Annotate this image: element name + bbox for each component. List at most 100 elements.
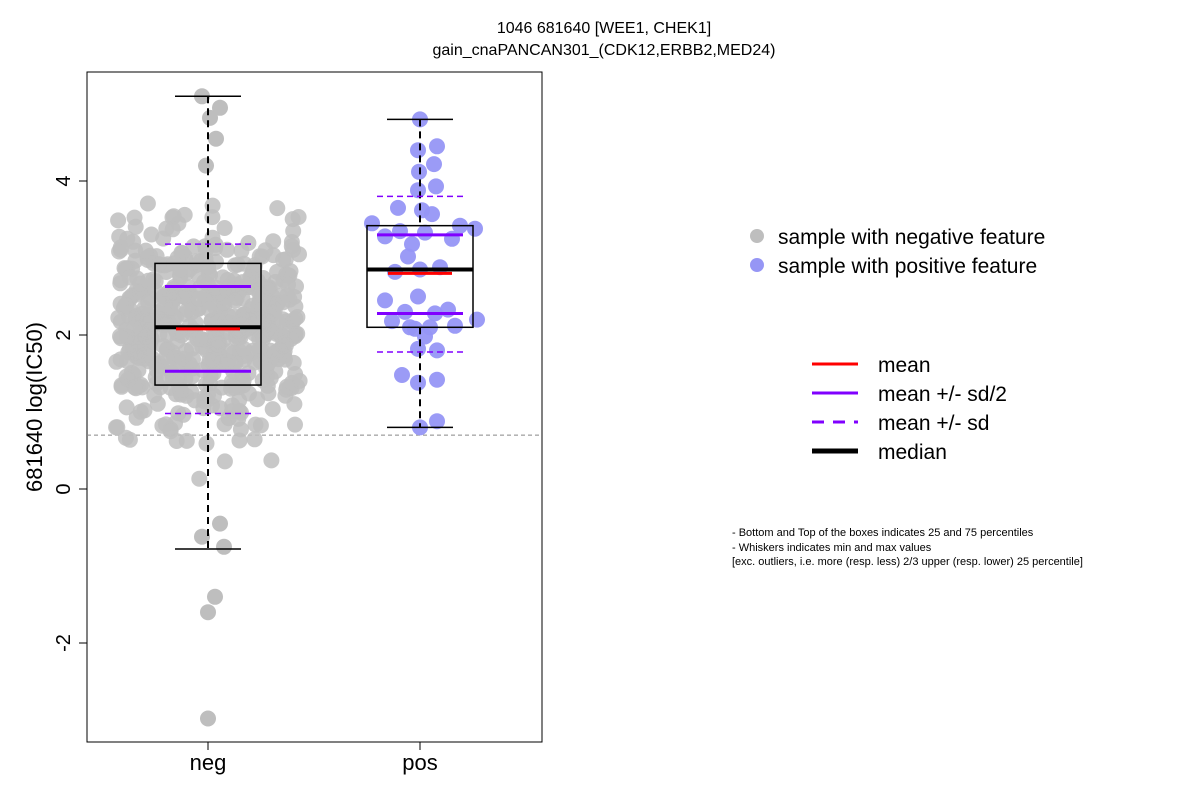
data-point-neg	[279, 378, 295, 395]
data-point-neg	[208, 253, 224, 270]
data-point-pos	[410, 142, 426, 159]
data-point-pos	[397, 303, 413, 320]
data-point-neg	[165, 208, 182, 225]
data-point-neg	[280, 267, 297, 284]
data-point-neg	[246, 431, 263, 448]
data-point-neg	[137, 242, 154, 259]
data-point-neg	[178, 432, 195, 449]
points-layer	[108, 88, 485, 727]
data-point-neg	[118, 399, 135, 416]
data-point-pos	[410, 374, 426, 391]
data-point-neg	[235, 340, 252, 357]
data-point-neg	[208, 130, 224, 147]
data-point-neg	[110, 212, 127, 229]
data-point-pos	[429, 413, 445, 430]
legend-label-median: median	[878, 441, 947, 464]
data-point-neg	[176, 288, 193, 305]
data-point-neg	[206, 387, 222, 404]
data-point-neg	[219, 271, 236, 288]
y-tick-label: 4	[53, 175, 75, 186]
data-point-neg	[109, 419, 126, 436]
data-point-neg	[270, 351, 287, 368]
data-point-neg	[192, 330, 209, 347]
data-point-pos	[377, 292, 393, 309]
data-point-neg	[227, 292, 243, 309]
data-point-neg	[179, 302, 196, 318]
data-point-neg-outlier	[200, 710, 216, 727]
data-point-neg	[173, 244, 190, 261]
data-point-neg	[252, 417, 269, 434]
data-point-neg	[285, 354, 302, 371]
data-point-neg	[194, 528, 210, 545]
data-point-neg	[204, 351, 221, 368]
data-point-neg	[216, 416, 233, 433]
data-point-neg	[285, 223, 302, 239]
chart-title: 1046 681640 [WEE1, CHEK1]	[497, 20, 711, 37]
data-point-neg	[198, 435, 215, 452]
data-point-neg	[191, 470, 208, 487]
data-point-pos	[364, 215, 380, 232]
legend-label-half-sd: mean +/- sd/2	[878, 383, 1007, 406]
data-point-neg	[186, 392, 203, 409]
data-point-neg	[126, 319, 143, 336]
data-point-neg	[279, 287, 296, 304]
data-point-neg	[287, 416, 303, 433]
data-point-neg	[274, 311, 291, 328]
data-point-neg	[283, 238, 300, 255]
data-point-neg	[209, 336, 226, 353]
data-point-neg	[251, 341, 268, 358]
data-point-pos	[390, 199, 406, 216]
data-point-neg	[216, 220, 233, 236]
y-tick-label: -2	[53, 634, 75, 652]
x-tick-label: pos	[402, 750, 437, 775]
data-point-pos	[426, 156, 442, 173]
data-point-pos	[429, 342, 445, 359]
data-point-neg	[172, 382, 189, 398]
data-point-neg	[141, 322, 158, 339]
data-point-neg	[251, 286, 268, 303]
data-point-neg	[202, 109, 218, 126]
legend-label-negative: sample with negative feature	[778, 226, 1045, 249]
data-point-neg	[148, 375, 165, 392]
data-point-pos	[444, 230, 460, 247]
data-point-neg	[264, 401, 281, 418]
data-point-pos	[469, 311, 485, 328]
data-point-neg	[269, 200, 286, 217]
legend-lines: mean mean +/- sd/2 mean +/- sd median	[812, 354, 1007, 464]
note-line-3: [exc. outliers, i.e. more (resp. less) 2…	[732, 556, 1083, 568]
legend-label-sd: mean +/- sd	[878, 412, 989, 435]
data-point-neg	[291, 372, 308, 389]
data-point-pos	[417, 224, 433, 241]
data-point-pos	[404, 236, 420, 253]
data-point-neg	[231, 432, 248, 449]
x-tick-label: neg	[190, 750, 227, 775]
data-point-pos	[410, 182, 426, 199]
data-point-neg	[212, 515, 228, 532]
note-line-1: - Bottom and Top of the boxes indicates …	[732, 527, 1034, 539]
data-point-neg	[139, 195, 156, 212]
data-point-pos	[429, 138, 445, 155]
data-point-neg	[255, 270, 272, 286]
plot-frame	[86, 71, 543, 743]
legend-marker-negative	[750, 229, 764, 243]
data-point-neg	[216, 538, 232, 555]
legend-label-positive: sample with positive feature	[778, 255, 1037, 278]
data-point-neg	[259, 377, 276, 394]
box-layer	[154, 95, 474, 550]
data-point-pos	[384, 313, 400, 330]
data-point-neg	[175, 406, 192, 423]
data-point-pos	[424, 206, 440, 223]
data-point-neg	[202, 375, 218, 392]
box-neg	[154, 262, 262, 386]
data-point-neg	[185, 351, 201, 368]
legend-marker-positive	[750, 258, 764, 272]
data-point-neg	[149, 362, 166, 379]
data-point-pos	[447, 317, 463, 334]
data-point-neg	[240, 235, 257, 251]
data-point-neg	[198, 157, 214, 174]
legend-label-mean: mean	[878, 354, 931, 377]
data-point-neg-outlier	[200, 604, 216, 621]
data-point-neg	[230, 322, 247, 339]
data-point-pos	[429, 371, 445, 388]
